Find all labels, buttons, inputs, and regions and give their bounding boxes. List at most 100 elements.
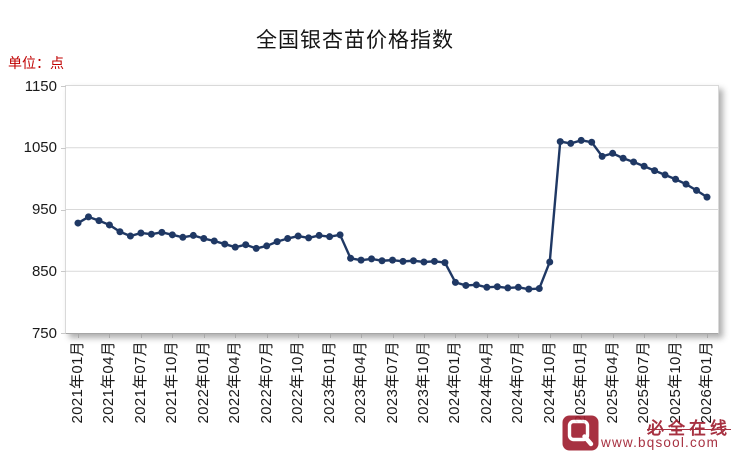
x-tick-label: 2022年04月	[226, 341, 244, 424]
x-tick	[707, 333, 708, 338]
data-point-marker	[651, 167, 659, 175]
x-tick-label: 2023年01月	[320, 341, 338, 424]
data-point-marker	[619, 154, 627, 162]
x-tick	[78, 333, 79, 338]
data-point-marker	[630, 158, 638, 166]
x-tick-label: 2024年10月	[540, 341, 558, 424]
x-tick	[140, 333, 142, 338]
x-tick	[172, 333, 174, 338]
x-tick	[644, 333, 646, 338]
data-point-marker	[210, 237, 218, 245]
x-tick-label: 2021年10月	[163, 341, 181, 424]
watermark-url: www.bqsool.com	[601, 435, 720, 450]
data-point-marker	[525, 285, 533, 293]
data-point-marker	[326, 233, 334, 241]
x-tick-label: 2024年07月	[509, 341, 527, 424]
data-point-marker	[74, 219, 82, 227]
price-line	[77, 139, 708, 291]
y-tick-label: 1050	[23, 139, 57, 157]
x-tick	[612, 333, 614, 338]
x-tick	[518, 333, 520, 338]
x-tick	[549, 333, 551, 338]
data-point-marker	[441, 259, 449, 267]
x-tick-label: 2021年07月	[131, 341, 149, 424]
data-point-marker	[189, 231, 197, 239]
data-point-marker	[598, 152, 606, 160]
x-tick	[455, 333, 457, 338]
data-point-marker	[336, 231, 344, 239]
x-tick	[675, 333, 677, 338]
data-point-marker	[221, 240, 229, 248]
data-point-marker	[504, 284, 512, 292]
data-point-marker	[483, 283, 491, 291]
data-point-marker	[158, 228, 166, 236]
data-point-marker	[179, 233, 187, 241]
x-tick	[266, 333, 268, 338]
data-point-marker	[273, 238, 281, 246]
data-point-marker	[514, 283, 522, 291]
watermark: 必全在线 www.bqsool.com	[562, 413, 738, 455]
x-tick	[203, 333, 205, 338]
x-tick-label: 2022年07月	[257, 341, 275, 424]
data-point-marker	[430, 257, 438, 265]
x-tick-label: 2021年04月	[100, 341, 118, 424]
x-tick-label: 2022年10月	[289, 341, 307, 424]
y-tick-label: 850	[31, 262, 57, 280]
data-point-marker	[409, 257, 417, 265]
x-tick	[109, 333, 111, 338]
data-point-marker	[347, 254, 355, 262]
x-tick	[392, 333, 394, 338]
data-point-marker	[147, 230, 155, 238]
data-point-marker	[252, 244, 260, 252]
data-point-marker	[242, 241, 250, 249]
x-tick	[581, 333, 583, 338]
x-tick-label: 2025年01月	[572, 341, 590, 424]
data-point-marker	[609, 149, 617, 157]
data-point-marker	[420, 258, 428, 266]
data-point-marker	[672, 175, 680, 183]
x-tick-label: 2024年04月	[477, 341, 495, 424]
y-tick-label: 950	[31, 201, 57, 218]
data-point-marker	[577, 136, 585, 144]
data-point-marker	[389, 256, 396, 264]
data-point-marker	[357, 256, 365, 264]
x-tick	[329, 333, 331, 338]
x-tick-label: 2026年01月	[698, 341, 715, 424]
data-point-marker	[200, 235, 208, 243]
data-point-marker	[116, 228, 124, 236]
data-point-marker	[546, 258, 554, 266]
x-tick-label: 2025年04月	[603, 341, 621, 424]
watermark-logo-icon	[562, 415, 599, 452]
watermark-brand: 必全在线	[647, 419, 731, 438]
x-tick-label: 2025年07月	[635, 341, 653, 424]
data-point-marker	[682, 180, 690, 188]
y-tick	[61, 271, 66, 273]
x-tick-label: 2024年01月	[446, 341, 464, 424]
y-tick-label: 1150	[24, 77, 57, 95]
data-point-marker	[305, 234, 313, 242]
price-index-line-chart	[66, 136, 718, 293]
data-point-marker	[315, 231, 323, 239]
data-point-marker	[693, 186, 701, 194]
x-tick	[486, 333, 488, 338]
data-point-marker	[137, 229, 145, 237]
unit-label: 单位：点	[8, 55, 64, 71]
data-point-marker	[556, 138, 564, 146]
data-point-marker	[661, 171, 669, 179]
x-tick-label: 2023年07月	[383, 341, 401, 424]
data-point-marker	[105, 221, 113, 229]
data-point-marker	[640, 162, 648, 170]
x-tick-label: 2022年01月	[194, 341, 212, 424]
data-point-marker	[284, 235, 292, 243]
y-tick	[61, 333, 66, 334]
chart-title: 全国银杏苗价格指数	[256, 29, 454, 52]
data-point-marker	[84, 213, 92, 221]
x-tick	[423, 333, 425, 338]
data-point-marker	[378, 257, 386, 265]
data-point-marker	[493, 283, 501, 291]
data-point-marker	[368, 255, 376, 263]
x-tick	[298, 333, 300, 338]
data-point-marker	[231, 243, 239, 251]
data-point-marker	[703, 193, 711, 201]
